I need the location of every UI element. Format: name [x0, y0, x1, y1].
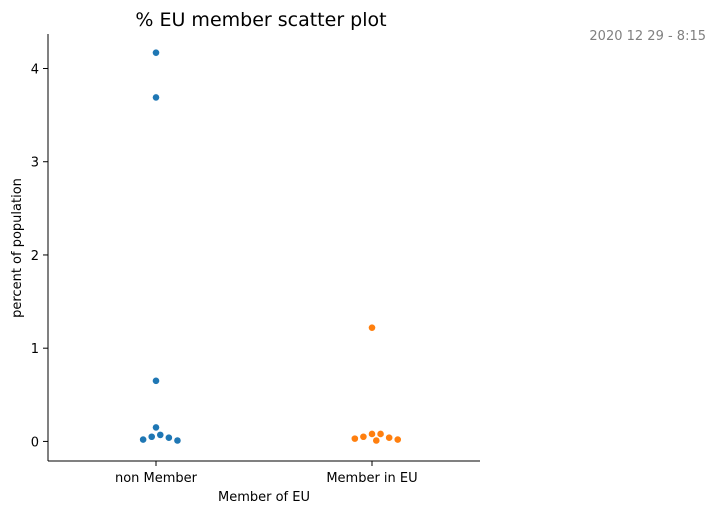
y-tick-label: 4: [31, 62, 39, 77]
x-tick-label: non Member: [115, 471, 198, 486]
data-point: [359, 432, 368, 441]
y-tick-label: 0: [31, 435, 39, 450]
x-ticks: non Member Member in EU: [115, 461, 418, 486]
data-point: [156, 430, 165, 439]
data-point: [152, 376, 160, 385]
data-point: [147, 432, 156, 441]
data-point: [152, 423, 160, 432]
y-tick-label: 1: [31, 342, 39, 357]
data-point: [368, 323, 376, 332]
data-point: [393, 435, 402, 444]
data-point: [173, 436, 182, 445]
y-tick-label: 3: [31, 156, 39, 171]
data-point: [350, 434, 359, 443]
x-tick-label: Member in EU: [326, 471, 417, 486]
data-point: [152, 48, 160, 57]
y-axis-label: percent of population: [10, 178, 25, 318]
data-point: [164, 433, 173, 442]
data-points: [139, 48, 402, 445]
data-point: [368, 430, 376, 438]
data-point: [139, 435, 148, 444]
y-tick-label: 2: [31, 249, 39, 264]
x-axis-label: Member of EU: [218, 490, 310, 505]
timestamp: 2020 12 29 - 8:15: [589, 29, 706, 44]
data-point: [152, 93, 160, 102]
data-point: [376, 430, 385, 438]
y-ticks: 0 1 2 3 4: [31, 62, 48, 450]
data-point: [385, 433, 394, 442]
chart-title: % EU member scatter plot: [135, 9, 386, 31]
data-point: [372, 436, 381, 445]
